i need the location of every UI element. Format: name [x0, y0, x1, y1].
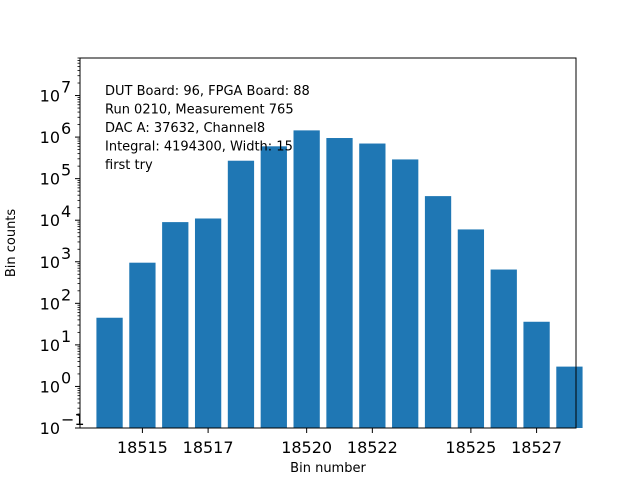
bar-18523 [392, 159, 419, 428]
y-tick-label: 10 [40, 294, 60, 313]
x-tick-label: 18515 [117, 438, 168, 457]
x-axis-label: Bin number [290, 461, 366, 476]
x-tick-label: 18527 [511, 438, 562, 457]
bar-18528 [556, 366, 583, 428]
y-tick-exponent: −1 [61, 410, 85, 429]
bars-group [96, 130, 583, 428]
y-tick-label: 10 [40, 87, 60, 106]
y-axis-label: Bin counts [4, 209, 19, 278]
y-tick-label: 10 [40, 419, 60, 438]
bar-18519 [260, 146, 287, 428]
y-tick-label: 10 [40, 128, 60, 147]
bar-18518 [227, 160, 255, 428]
y-tick-label: 10 [40, 253, 60, 272]
info-line: first try [105, 158, 153, 173]
bar-18516 [162, 222, 189, 428]
x-tick-label: 18520 [281, 438, 332, 457]
info-line: DUT Board: 96, FPGA Board: 88 [105, 84, 310, 99]
plot-frame [79, 57, 577, 429]
bar-18515 [129, 262, 156, 428]
x-tick-label: 18522 [347, 438, 398, 457]
y-tick-exponent: 5 [61, 161, 71, 180]
bar-18526 [490, 269, 517, 428]
x-tick-label: 18525 [445, 438, 496, 457]
y-tick-label: 10 [40, 170, 60, 189]
bar-18517 [194, 218, 222, 428]
y-tick-exponent: 3 [61, 244, 71, 263]
bar-18524 [424, 196, 452, 428]
bar-18521 [326, 138, 353, 428]
info-annotation: DUT Board: 96, FPGA Board: 88 Run 0210, M… [105, 84, 310, 173]
x-tick-label: 18517 [183, 438, 234, 457]
bar-18525 [457, 229, 485, 428]
y-tick-label: 10 [40, 377, 60, 396]
y-tick-label: 10 [40, 211, 60, 230]
y-tick-exponent: 7 [61, 78, 71, 97]
x-axis-ticks: 18515 18517 18520 18522 18525 18527 [117, 428, 562, 457]
bar-18522 [359, 143, 386, 428]
info-line: Integral: 4194300, Width: 15 [105, 140, 293, 155]
info-line: DAC A: 37632, Channel8 [105, 121, 265, 136]
bar-18527 [523, 321, 550, 428]
y-tick-label: 10 [40, 336, 60, 355]
y-tick-exponent: 0 [61, 368, 71, 387]
y-tick-exponent: 1 [61, 327, 71, 346]
y-tick-exponent: 6 [61, 119, 71, 138]
y-tick-exponent: 4 [61, 202, 71, 221]
bar-18514 [96, 317, 123, 428]
bar-18520 [293, 130, 320, 428]
y-tick-exponent: 2 [61, 285, 71, 304]
info-line: Run 0210, Measurement 765 [105, 103, 294, 118]
